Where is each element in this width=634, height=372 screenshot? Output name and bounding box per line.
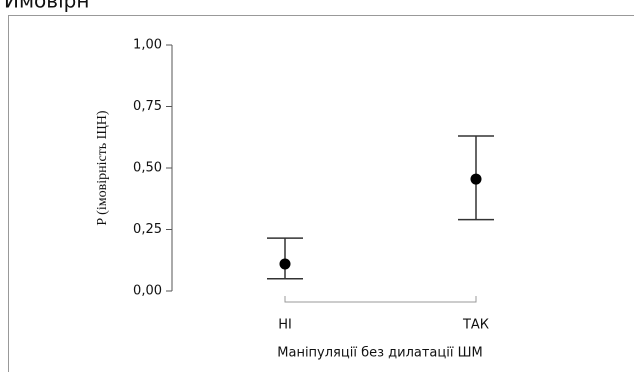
x-tick-label: ТАК <box>462 318 489 333</box>
x-axis-label: Маніпуляції без дилатації ШМ <box>277 346 482 361</box>
y-tick-label: 0,50 <box>133 161 162 176</box>
point <box>279 258 291 270</box>
y-tick-label: 0,00 <box>133 284 162 299</box>
y-tick-label: 0,25 <box>133 222 162 237</box>
x-tick-label: НІ <box>278 318 292 333</box>
y-axis-label: P (імовірність ЩН) <box>95 110 110 226</box>
point <box>470 173 482 185</box>
y-tick-label: 0,75 <box>133 99 162 114</box>
y-tick-label: 1,00 <box>133 38 162 53</box>
frame <box>8 15 634 372</box>
chart-title: Ймовірн <box>4 0 89 13</box>
x-axis <box>284 296 477 303</box>
error-bar <box>267 237 303 280</box>
